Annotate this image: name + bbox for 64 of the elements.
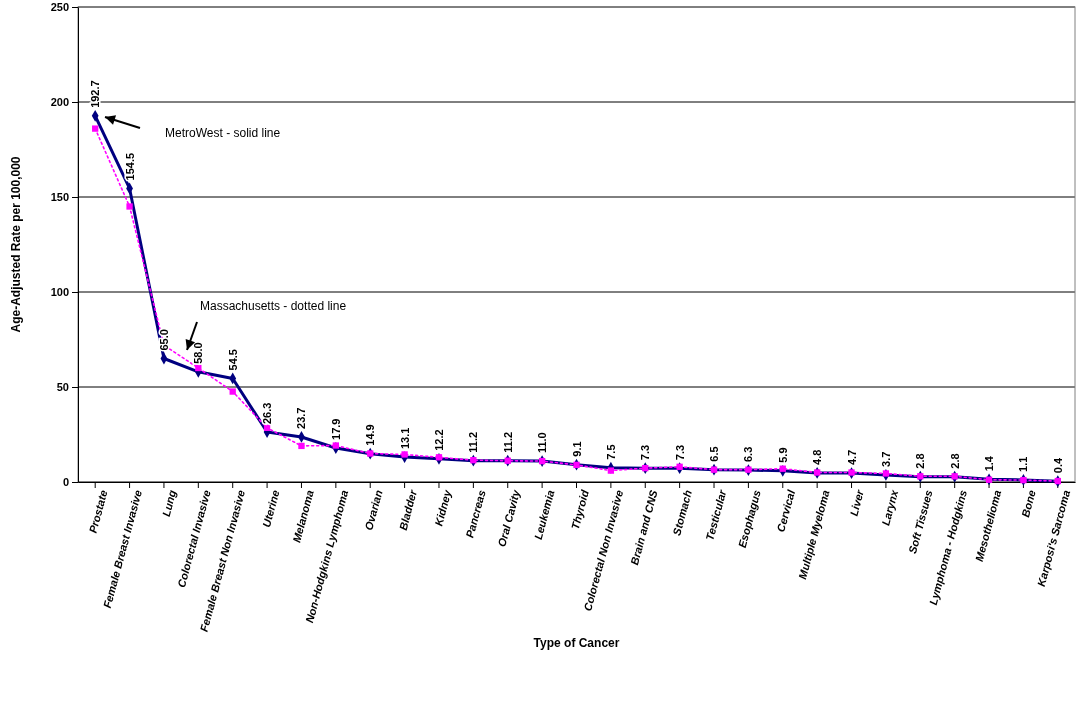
point [435, 454, 443, 461]
point [92, 125, 99, 132]
x-axis-title: Type of Cancer [533, 635, 620, 650]
data-label: 14.9 [364, 424, 377, 446]
x-tick-label: Liver [847, 488, 867, 518]
data-label: 2.8 [948, 453, 961, 469]
data-label: 1.4 [983, 455, 996, 472]
data-label: 5.9 [776, 447, 789, 463]
data-label: 12.2 [432, 429, 445, 451]
point [882, 470, 890, 477]
data-label: 11.2 [501, 431, 514, 453]
point [401, 451, 408, 458]
point [607, 467, 615, 474]
x-tick-label: Ovarian [362, 488, 385, 532]
y-tick-label: 0 [62, 476, 69, 489]
data-label: 6.3 [742, 446, 755, 463]
data-label: 7.3 [639, 444, 652, 461]
data-label: 1.1 [1017, 456, 1030, 472]
x-tick-label: Uterine [260, 488, 282, 529]
x-tick-label: Lung [159, 488, 179, 518]
data-label: 192.7 [89, 80, 102, 108]
data-label: 4.8 [811, 449, 824, 465]
point [126, 203, 133, 210]
y-tick-label: 150 [50, 191, 69, 204]
annotation: MetroWest - solid line [165, 126, 281, 140]
x-tick-label: Bladder [396, 488, 420, 532]
x-tick-label: Brain and CNS [628, 488, 660, 567]
data-label: 11.2 [467, 431, 480, 453]
x-tick-label: Prostate [86, 488, 110, 535]
data-label: 23.7 [295, 407, 308, 429]
x-tick-label: Cervical [774, 487, 798, 534]
data-label: 13.1 [398, 427, 411, 450]
y-axis-title: Age-Adjusted Rate per 100,000 [9, 156, 23, 333]
y-tick-label: 200 [50, 96, 69, 109]
data-label: 54.5 [226, 349, 239, 371]
point [229, 388, 236, 395]
data-label: 58.0 [192, 342, 205, 364]
y-tick-label: 50 [56, 381, 69, 394]
x-tick-label: Bone [1019, 488, 1038, 519]
data-label: 11.0 [536, 432, 549, 454]
data-label: 3.7 [879, 451, 892, 467]
y-tick-label: 250 [50, 1, 69, 14]
data-label: 7.3 [673, 444, 686, 461]
point [676, 463, 683, 470]
point [779, 465, 786, 472]
x-tick-label: Thyroid [568, 488, 591, 531]
data-label: 65.0 [157, 329, 170, 351]
x-tick-label: Larynx [879, 487, 901, 527]
data-label: 7.5 [604, 444, 617, 460]
data-label: 17.9 [329, 418, 342, 440]
x-tick-label: Soft Tissues [906, 488, 935, 555]
data-label: 9.1 [570, 441, 583, 457]
annotation: Massachusetts - dotted line [200, 299, 347, 313]
point [332, 442, 340, 449]
y-tick-label: 100 [50, 286, 69, 299]
data-label: 6.5 [708, 446, 721, 462]
data-label: 26.3 [261, 402, 274, 425]
point [298, 442, 305, 450]
x-tick-label: Kidney [432, 487, 454, 528]
x-tick-label: Oral Cavity [495, 487, 523, 548]
data-label: 2.8 [914, 453, 927, 469]
data-label: 0.4 [1051, 457, 1064, 474]
data-label: 4.7 [845, 449, 858, 466]
data-label: 154.5 [123, 152, 136, 181]
